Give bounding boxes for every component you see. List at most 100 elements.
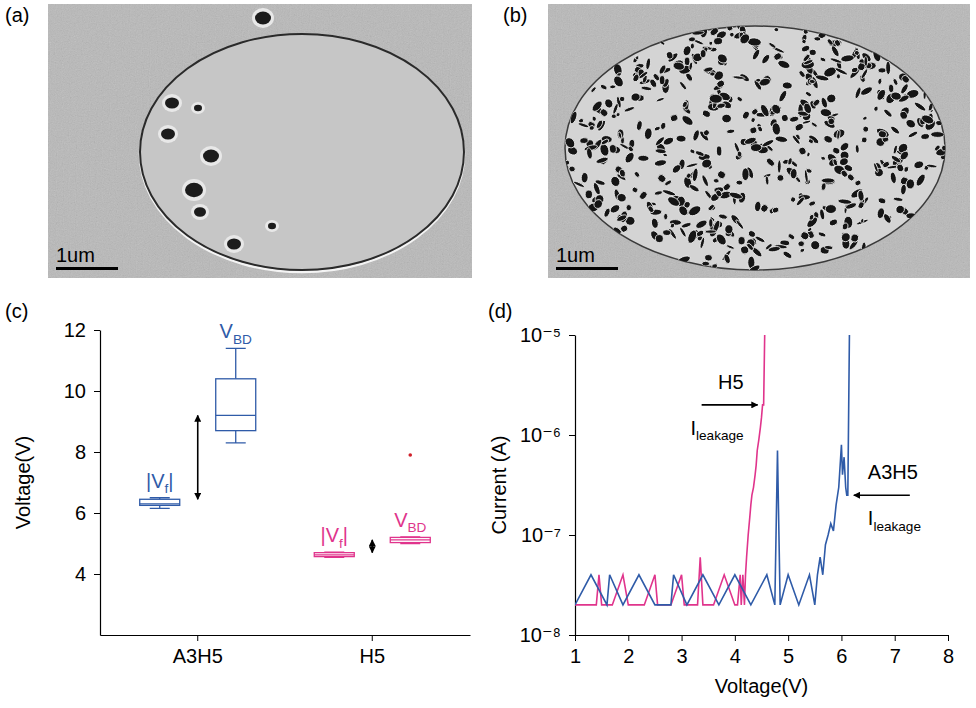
pore (802, 102, 813, 115)
pore (656, 97, 665, 103)
pore (742, 168, 749, 181)
pore (756, 78, 761, 82)
pore (826, 38, 834, 47)
pore (893, 197, 903, 202)
pore (799, 248, 805, 253)
tick-label: 10⁻⁷ (521, 524, 561, 546)
pore (631, 186, 639, 194)
text-part: | (343, 524, 348, 546)
pore (832, 158, 838, 166)
pore (823, 134, 834, 144)
pore (641, 86, 652, 91)
median (216, 415, 256, 416)
pore (899, 110, 909, 121)
leakage-arrow (702, 404, 758, 406)
pore (875, 88, 887, 101)
pore (624, 106, 636, 113)
pore (718, 213, 728, 220)
pore (672, 61, 685, 71)
pore (609, 144, 617, 153)
difference-arrow (371, 540, 373, 553)
tick-label: 10 (64, 380, 86, 402)
text-part: | (168, 470, 173, 492)
pore (654, 190, 663, 196)
pore (815, 74, 830, 82)
tick: 2 (623, 635, 634, 667)
tick-label: 4 (730, 645, 741, 667)
pore (800, 44, 810, 52)
median (314, 554, 354, 555)
pore (772, 51, 783, 61)
pore (603, 97, 614, 109)
pores (563, 24, 948, 276)
pore (913, 160, 925, 170)
pore (808, 200, 817, 207)
tick: 12 (64, 319, 100, 341)
pore (768, 246, 781, 253)
pore (702, 67, 716, 76)
pore (662, 188, 677, 197)
pore (736, 180, 743, 185)
pore (823, 119, 837, 130)
tick-label: 3 (677, 645, 688, 667)
pore (857, 201, 866, 210)
pore (610, 85, 616, 89)
box (314, 553, 354, 557)
tick-mark (895, 635, 896, 641)
pore (632, 55, 640, 64)
pore (660, 122, 667, 130)
pore (821, 178, 834, 183)
pore (688, 183, 700, 193)
box (216, 379, 256, 431)
pore (715, 79, 726, 89)
tick: H5 (359, 635, 385, 667)
pore (726, 24, 734, 32)
pore (635, 56, 639, 61)
pore (701, 174, 710, 187)
pore (825, 93, 837, 104)
pore (791, 134, 801, 145)
tick: 10⁻⁸ (520, 624, 575, 646)
particle (203, 150, 219, 163)
pore (860, 218, 864, 223)
text-part: V (326, 524, 340, 546)
pore (798, 241, 805, 247)
tick-mark (575, 635, 576, 641)
pore (616, 214, 628, 223)
pore (709, 219, 713, 228)
x-axis-title: Voltage(V) (715, 675, 808, 697)
pore (913, 101, 927, 113)
text-subscript: BD (407, 520, 426, 535)
pore (581, 172, 588, 183)
figure: (a)1um(b)1um(c)4681012A3H5H5Voltage(V)|V… (0, 0, 976, 708)
pore (586, 147, 594, 159)
pore (723, 253, 731, 264)
tick: 6 (75, 502, 100, 524)
pore (676, 254, 691, 266)
pore (838, 156, 849, 167)
pore (806, 152, 810, 158)
tick: 7 (890, 635, 901, 667)
tick-label: H5 (359, 645, 385, 667)
pore (819, 57, 826, 63)
pore (615, 112, 620, 117)
pore (805, 91, 813, 98)
pore (830, 57, 843, 64)
pore (825, 204, 837, 213)
pore (828, 118, 835, 125)
box-label: VBD (394, 509, 426, 536)
tick-label: 8 (943, 645, 954, 667)
pore (905, 180, 914, 189)
pore (726, 129, 735, 134)
pore (839, 231, 852, 244)
pore (906, 212, 918, 219)
pore (761, 138, 775, 148)
pore (862, 126, 869, 133)
leakage-arrow (854, 494, 910, 496)
tick-mark (682, 635, 683, 641)
pore (619, 96, 626, 103)
pore (820, 156, 826, 161)
tick: 6 (836, 635, 847, 667)
pore (802, 28, 809, 35)
pore (801, 60, 815, 70)
